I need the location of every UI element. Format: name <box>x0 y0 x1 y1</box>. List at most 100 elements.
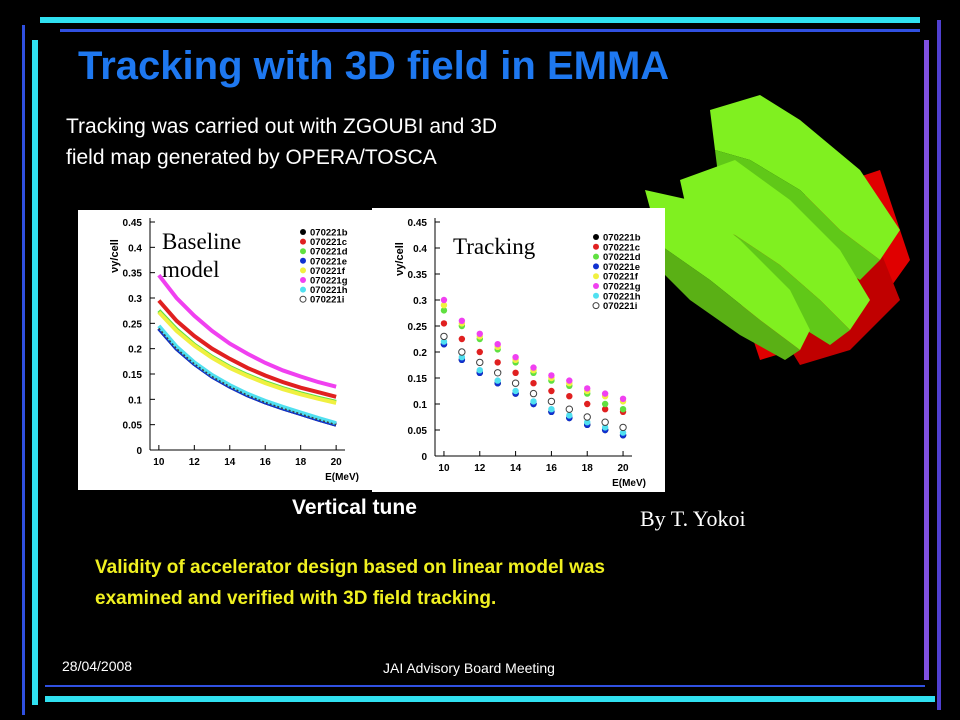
legend-marker <box>300 267 306 274</box>
y-tick-label: 0.35 <box>408 270 428 281</box>
y-tick-label: 0.35 <box>123 269 143 280</box>
frame-bar <box>937 20 941 710</box>
caption: Vertical tune <box>292 496 417 519</box>
legend-label: 070221f <box>310 266 346 277</box>
legend-label: 070221b <box>310 228 348 239</box>
data-point <box>512 387 519 395</box>
legend-marker <box>593 292 599 299</box>
series-line <box>157 324 337 426</box>
legend-marker <box>300 277 306 283</box>
data-point <box>619 423 627 432</box>
conclusion-line: Validity of accelerator design based on … <box>95 557 606 578</box>
x-tick-label: 16 <box>260 457 272 468</box>
legend-marker <box>593 243 599 250</box>
data-point <box>494 341 501 348</box>
legend-label: 070221h <box>603 291 641 302</box>
data-point <box>565 405 574 413</box>
frame-bar <box>45 685 925 687</box>
legend-label: 070221e <box>310 256 347 267</box>
data-point <box>511 379 520 387</box>
y-tick-label: 0.15 <box>408 374 428 385</box>
data-point <box>548 372 555 379</box>
y-axis-label: νy/cell <box>394 242 406 276</box>
data-point <box>601 390 609 397</box>
x-tick-label: 20 <box>331 457 343 468</box>
conclusion-line: examined and verified with 3D field trac… <box>95 588 497 609</box>
chart-background <box>372 208 665 492</box>
y-tick-label: 0.1 <box>128 395 142 406</box>
data-point <box>476 358 484 367</box>
series-line <box>157 310 337 405</box>
data-point <box>458 317 466 324</box>
data-point <box>493 369 502 377</box>
data-point <box>476 367 483 374</box>
legend-label: 070221f <box>603 272 639 283</box>
intro-line: field map generated by OPERA/TOSCA <box>66 146 437 169</box>
data-point <box>440 338 448 345</box>
data-point <box>583 413 591 421</box>
x-axis-label: E(MeV) <box>612 478 646 489</box>
x-tick-label: 18 <box>295 457 307 468</box>
y-tick-label: 0 <box>421 452 427 463</box>
data-point <box>494 377 501 384</box>
y-tick-label: 0.3 <box>128 294 142 305</box>
data-point <box>440 296 448 304</box>
series-line <box>158 327 337 426</box>
x-tick-label: 18 <box>582 463 594 474</box>
legend-label: 070221c <box>603 242 640 253</box>
data-point <box>566 377 573 384</box>
data-point <box>566 412 573 419</box>
x-tick-label: 16 <box>546 463 558 474</box>
data-point <box>566 393 573 400</box>
date: 28/04/2008 <box>62 658 133 674</box>
data-point <box>476 330 483 337</box>
y-tick-label: 0.45 <box>123 218 143 229</box>
y-tick-label: 0.3 <box>413 296 427 307</box>
y-tick-label: 0.2 <box>128 345 142 356</box>
data-point <box>601 406 609 413</box>
y-tick-label: 0.4 <box>128 243 142 254</box>
legend-label: 070221e <box>603 262 640 273</box>
intro-line: Tracking was carried out with ZGOUBI and… <box>66 115 498 138</box>
x-tick-label: 10 <box>438 463 450 474</box>
data-point <box>530 364 537 371</box>
data-point <box>458 348 466 356</box>
x-tick-label: 10 <box>153 457 165 468</box>
legend-label: 070221g <box>310 276 348 287</box>
x-tick-label: 14 <box>224 457 236 468</box>
legend-label: 070221c <box>310 237 347 248</box>
data-point <box>494 359 501 366</box>
data-point <box>512 369 519 376</box>
data-point <box>619 395 627 402</box>
data-point <box>458 335 466 343</box>
data-point <box>458 354 466 361</box>
y-axis-label: νy/cell <box>109 239 121 273</box>
y-tick-label: 0.25 <box>123 319 143 330</box>
data-point <box>529 389 538 398</box>
legend-marker <box>592 302 600 310</box>
footer: JAI Advisory Board Meeting <box>383 660 555 676</box>
y-tick-label: 0 <box>136 446 142 457</box>
chart-title: Baseline model <box>162 229 242 282</box>
y-tick-label: 0.25 <box>408 322 428 333</box>
credit: By T. Yokoi <box>640 506 746 531</box>
y-tick-label: 0.15 <box>123 370 143 381</box>
legend-marker <box>593 263 599 270</box>
frame-bar <box>45 696 935 702</box>
legend-marker <box>593 234 599 240</box>
data-point <box>530 380 537 387</box>
data-point <box>601 424 609 431</box>
data-point <box>548 406 555 413</box>
data-point <box>584 400 591 408</box>
data-point <box>601 418 609 426</box>
data-point <box>512 354 519 361</box>
legend-marker <box>593 283 599 289</box>
legend-marker <box>300 238 306 245</box>
legend-label: 070221d <box>310 247 348 258</box>
data-point <box>548 387 555 395</box>
y-tick-label: 0.05 <box>408 426 428 437</box>
frame-bar <box>40 17 920 23</box>
legend-label: 070221i <box>603 301 637 312</box>
